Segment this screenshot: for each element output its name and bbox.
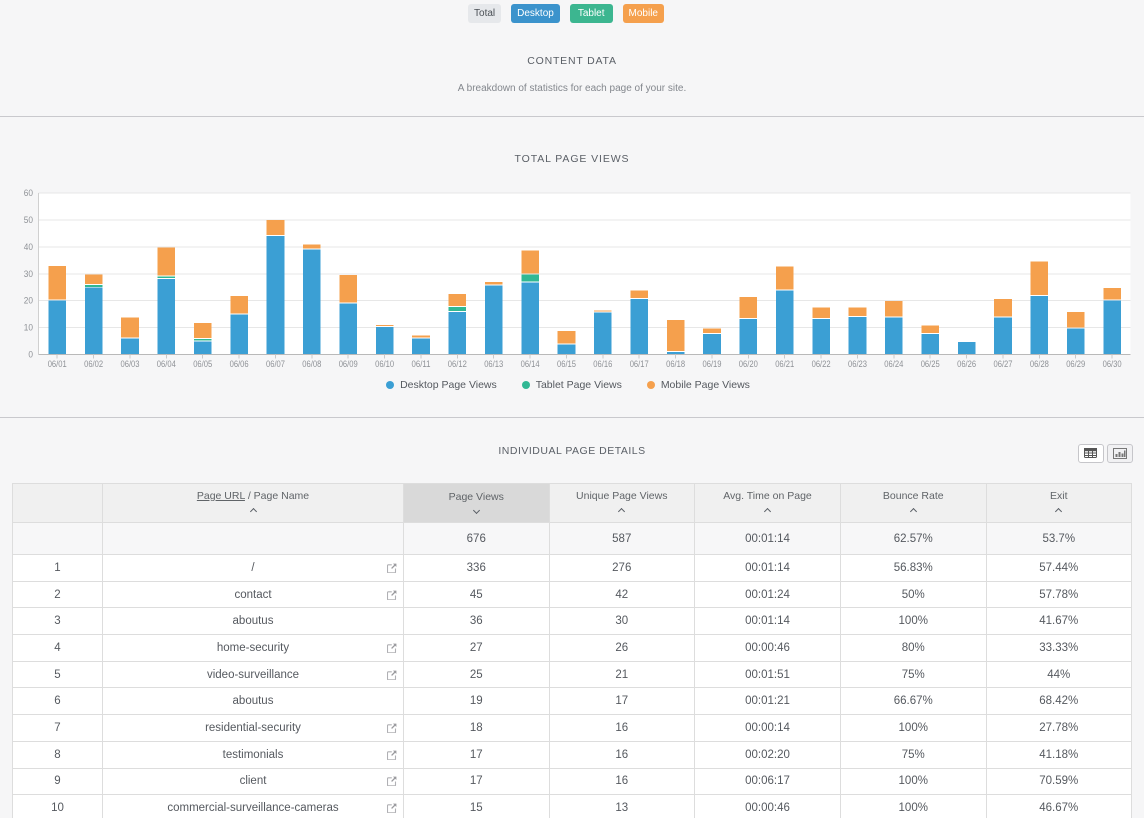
svg-text:06/29: 06/29 [1066,359,1085,369]
svg-text:06/01: 06/01 [48,359,67,369]
svg-text:06/04: 06/04 [157,359,176,369]
svg-text:06/13: 06/13 [484,359,503,369]
svg-text:06/23: 06/23 [848,359,867,369]
svg-text:06/21: 06/21 [775,359,794,369]
svg-text:06/26: 06/26 [957,359,976,369]
svg-text:06/06: 06/06 [230,359,249,369]
svg-text:20: 20 [24,296,33,306]
svg-text:06/20: 06/20 [739,359,758,369]
svg-text:06/25: 06/25 [921,359,940,369]
svg-text:06/19: 06/19 [703,359,722,369]
svg-text:10: 10 [24,323,33,333]
svg-text:06/24: 06/24 [884,359,903,369]
svg-text:06/17: 06/17 [630,359,649,369]
svg-text:06/09: 06/09 [339,359,358,369]
svg-text:06/05: 06/05 [193,359,212,369]
svg-text:06/27: 06/27 [994,359,1013,369]
svg-text:06/30: 06/30 [1103,359,1122,369]
svg-text:40: 40 [24,242,33,252]
svg-text:06/08: 06/08 [302,359,321,369]
svg-text:30: 30 [24,269,33,279]
svg-text:06/02: 06/02 [84,359,103,369]
svg-text:06/07: 06/07 [266,359,285,369]
svg-text:06/16: 06/16 [593,359,612,369]
svg-text:06/11: 06/11 [412,359,431,369]
svg-text:06/18: 06/18 [666,359,685,369]
svg-text:06/22: 06/22 [812,359,831,369]
svg-text:50: 50 [24,215,33,225]
svg-text:06/10: 06/10 [375,359,394,369]
svg-text:06/28: 06/28 [1030,359,1049,369]
svg-text:0: 0 [28,350,33,360]
svg-text:60: 60 [24,188,33,198]
svg-text:06/12: 06/12 [448,359,467,369]
svg-text:06/15: 06/15 [557,359,576,369]
svg-text:06/03: 06/03 [121,359,140,369]
svg-text:06/14: 06/14 [521,359,540,369]
